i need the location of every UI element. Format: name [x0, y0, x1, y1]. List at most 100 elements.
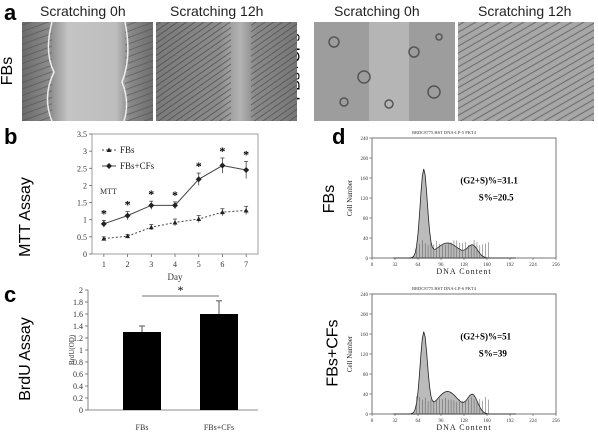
- mtt-ytick-label: 0.5: [77, 233, 87, 242]
- mtt-xtick-label: 1: [102, 260, 106, 269]
- brdu-ytick-label: 1.8: [73, 298, 83, 307]
- flow-ytick-label: 40: [363, 237, 369, 242]
- brdu-side-label: BrdU Assay: [17, 317, 35, 401]
- flow-ytick-label: 120: [361, 197, 369, 202]
- flow-histogram-cocult: BRDC8775.HST DNA-LP-6 PKT4 0 40 80 120 160 200…: [344, 284, 594, 434]
- flow-ytick-label: 80: [363, 373, 369, 378]
- brdu-ylabel: BrdU(OD): [68, 334, 76, 365]
- mtt-legend-label-fbs: FBs: [120, 145, 135, 155]
- flow-xlabel: DNA Content: [436, 423, 491, 432]
- brdu-ytick-label: 1.4: [73, 322, 83, 331]
- mtt-point-cocult: [101, 221, 107, 227]
- brdu-ytick-label: 1.6: [73, 310, 83, 319]
- flow-ytick-label: 160: [361, 177, 369, 182]
- flow-ytick-label: 240: [361, 137, 369, 142]
- mtt-legend-marker-cocult: [106, 163, 112, 169]
- brdu-ytick-label: 0: [79, 406, 83, 415]
- flow-ytick-label: 80: [363, 217, 369, 222]
- flow-ytick-label: 40: [363, 393, 369, 398]
- micrograph-fbs-12h: [156, 22, 297, 121]
- mtt-significance-star: *: [172, 188, 178, 202]
- mtt-xtick-label: 3: [149, 260, 153, 269]
- brdu-category-label: FBs: [136, 423, 149, 432]
- flow-xtick-label: 32: [393, 263, 399, 268]
- row-label-fbs-a: FBs: [0, 57, 17, 85]
- flow-plot-frame: [372, 294, 556, 414]
- mtt-xtick-label: 2: [126, 260, 130, 269]
- caption-fbs-0h: Scratching 0h: [40, 4, 126, 18]
- micrograph-cocult-12h: [458, 22, 594, 121]
- caption-cocult-0h: Scratching 0h: [334, 4, 420, 18]
- mtt-ytick-label: 0: [83, 250, 87, 259]
- brdu-ytick-label: 0.6: [73, 370, 83, 379]
- flow-ytick-label: 200: [361, 313, 369, 318]
- flow-xtick-label: 224: [529, 419, 537, 424]
- flow-xtick-label: 224: [529, 263, 537, 268]
- mtt-point-cocult: [243, 167, 249, 173]
- row-label-cocult-d: FBs+CFs: [325, 319, 343, 386]
- mtt-significance-star: *: [219, 144, 225, 158]
- mtt-significance-star: *: [125, 197, 131, 211]
- panel-b-letter: b: [4, 126, 17, 148]
- brdu-category-label: FBs+CFs: [204, 423, 234, 432]
- brdu-ytick-label: 0.2: [73, 394, 83, 403]
- mtt-chart: 0 0.5 1 1.5 2 2.5 3 3.5 1 2 3 4 5 6 7 Day MTT * * * * * * * FBs F…: [54, 128, 268, 286]
- mtt-significance-star: *: [148, 187, 154, 201]
- brdu-ytick-label: 2: [79, 286, 83, 295]
- flow-xtick-label: 192: [506, 419, 514, 424]
- caption-cocult-12h: Scratching 12h: [478, 4, 571, 18]
- flow-ylabel: Cell Number: [346, 179, 354, 216]
- mtt-point-cocult: [148, 202, 154, 208]
- mtt-ytick-label: 1.5: [77, 199, 87, 208]
- mtt-point-cocult: [125, 213, 131, 219]
- flow-xtick-label: 0: [371, 419, 374, 424]
- flow-xtick-label: 256: [552, 263, 560, 268]
- mtt-point-fbs: [173, 220, 178, 225]
- mtt-ylabel: MTT: [100, 187, 117, 196]
- flow-ytick-label: 0: [366, 413, 369, 418]
- brdu-ytick-label: 0.4: [73, 382, 83, 391]
- flow-plot-frame: [372, 138, 556, 258]
- mtt-legend-label-cocult: FBs+CFs: [120, 161, 155, 171]
- mtt-significance-star: *: [243, 147, 249, 161]
- mtt-ytick-label: 2: [83, 181, 87, 190]
- mtt-xtick-label: 4: [173, 260, 177, 269]
- flow-histogram-fbs: BRDC8775.HST DNA-LP-5 PKT4 0 40 80 120 160 200…: [344, 128, 594, 276]
- mtt-point-fbs: [149, 225, 154, 230]
- flow-xtick-label: 256: [552, 419, 560, 424]
- flow-ytick-label: 0: [366, 257, 369, 262]
- flow-ytick-label: 240: [361, 293, 369, 298]
- mtt-xlabel: Day: [168, 272, 183, 282]
- flow-xtick-label: 64: [416, 419, 422, 424]
- micrograph-fbs-0h: [22, 22, 153, 121]
- panel-a-letter: a: [4, 2, 16, 24]
- caption-fbs-12h: Scratching 12h: [170, 4, 263, 18]
- mtt-ytick-label: 1: [83, 216, 87, 225]
- mtt-ytick-label: 2.5: [77, 164, 87, 173]
- brdu-bar-cocult: [200, 314, 238, 410]
- mtt-ytick-label: 3.5: [77, 130, 87, 139]
- flow-xtick-label: 192: [506, 263, 514, 268]
- mtt-xtick-label: 5: [197, 260, 201, 269]
- flow-histogram-area: [394, 332, 516, 414]
- mtt-point-cocult: [219, 163, 225, 169]
- flow-annotation-g2s: (G2+S)%=51: [460, 332, 511, 342]
- mtt-significance-star: *: [101, 206, 107, 220]
- mtt-point-fbs: [220, 210, 225, 215]
- brdu-chart: 0 0.2 0.4 0.6 0.8 1 1.2 1.4 1.6 1.8 2 BrdU(OD) FBs FB…: [54, 284, 268, 436]
- flow-annotation-s: S%=39: [479, 348, 508, 358]
- mtt-xtick-label: 6: [220, 260, 224, 269]
- flow-ytick-label: 160: [361, 333, 369, 338]
- panel-c-letter: c: [4, 284, 16, 306]
- mtt-side-label: MTT Assay: [17, 177, 35, 257]
- flow-annotation-s: S%=20.5: [479, 192, 514, 202]
- brdu-significance-star: *: [178, 284, 184, 297]
- mtt-xtick-label: 7: [244, 260, 248, 269]
- brdu-bar-fbs: [123, 332, 161, 410]
- flow-xtick-label: 32: [393, 419, 399, 424]
- mtt-ytick-label: 3: [83, 147, 87, 156]
- flow-xtick-label: 0: [371, 263, 374, 268]
- flow-header: BRDC8775.HST DNA-LP-6 PKT4: [412, 286, 477, 291]
- brdu-ytick-label: 1: [79, 346, 83, 355]
- flow-ylabel: Cell Number: [346, 335, 354, 372]
